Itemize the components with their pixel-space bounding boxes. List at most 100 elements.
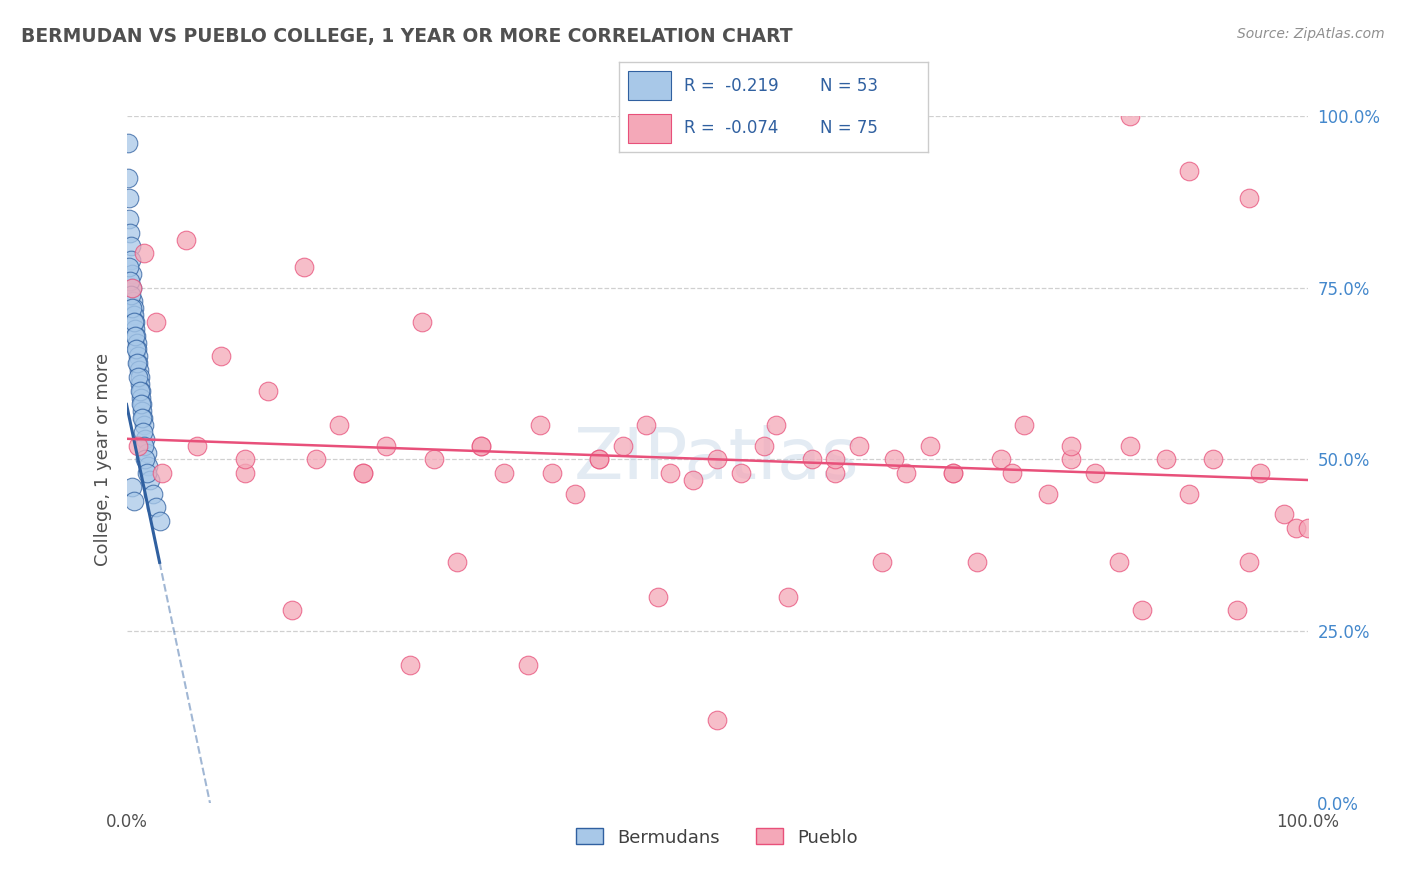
Point (990, 452, 1012, 467)
Point (754, 439, 776, 453)
Point (122, 315, 145, 329)
Point (125, 343, 148, 357)
Text: Source: ZipAtlas.com: Source: ZipAtlas.com (1237, 27, 1385, 41)
Point (145, 500, 167, 515)
Point (186, 439, 208, 453)
Point (636, 417, 658, 433)
Point (131, 411, 153, 425)
Point (127, 350, 149, 364)
Point (145, 315, 167, 329)
Point (281, 603, 304, 617)
Point (658, 466, 681, 480)
Point (470, 439, 492, 453)
Point (233, 466, 256, 480)
Point (120, 274, 142, 288)
Point (1084, 466, 1107, 480)
Point (135, 466, 157, 480)
Point (121, 301, 143, 316)
Point (966, 555, 988, 570)
Point (124, 322, 146, 336)
Point (120, 287, 142, 301)
Point (127, 356, 149, 370)
Point (942, 466, 965, 480)
Point (422, 452, 444, 467)
Point (1202, 452, 1225, 467)
Text: R =  -0.219: R = -0.219 (683, 77, 779, 95)
Point (150, 466, 173, 480)
Point (1237, 555, 1260, 570)
Point (132, 411, 155, 425)
Point (1249, 466, 1271, 480)
Point (1154, 452, 1177, 467)
Point (121, 480, 143, 494)
Point (128, 363, 150, 377)
Point (776, 590, 799, 604)
Point (122, 308, 145, 322)
Point (647, 590, 669, 604)
Point (1296, 521, 1319, 535)
Point (134, 246, 156, 260)
Point (1060, 452, 1083, 467)
Point (1226, 603, 1249, 617)
Point (117, 136, 139, 151)
Point (209, 350, 232, 364)
Point (134, 439, 156, 453)
Point (129, 397, 152, 411)
Point (127, 370, 149, 384)
Point (1001, 466, 1024, 480)
Point (1060, 439, 1083, 453)
Point (129, 391, 153, 405)
Point (125, 328, 148, 343)
Point (1272, 508, 1295, 522)
Point (135, 445, 157, 459)
Point (529, 417, 551, 433)
Point (375, 439, 398, 453)
Point (411, 315, 433, 329)
Point (824, 452, 846, 467)
Text: BERMUDAN VS PUEBLO COLLEGE, 1 YEAR OR MORE CORRELATION CHART: BERMUDAN VS PUEBLO COLLEGE, 1 YEAR OR MO… (21, 27, 793, 45)
Point (122, 301, 145, 316)
Point (470, 439, 492, 453)
Point (1285, 521, 1308, 535)
Bar (628, 71, 671, 100)
Point (1036, 487, 1059, 501)
Point (446, 555, 468, 570)
Point (1178, 487, 1201, 501)
Point (134, 452, 156, 467)
Point (918, 439, 941, 453)
Point (540, 466, 562, 480)
Text: R =  -0.074: R = -0.074 (683, 120, 778, 137)
Point (121, 281, 143, 295)
Point (233, 452, 256, 467)
Point (872, 555, 894, 570)
Point (122, 294, 145, 309)
Point (129, 384, 152, 398)
Text: ZIPatlas: ZIPatlas (574, 425, 860, 494)
Y-axis label: College, 1 year or more: College, 1 year or more (94, 353, 112, 566)
Point (131, 397, 153, 411)
Point (257, 384, 280, 398)
Point (1237, 191, 1260, 205)
Point (139, 473, 162, 487)
Point (131, 404, 153, 418)
Point (136, 459, 159, 474)
Point (328, 417, 350, 433)
Point (824, 466, 846, 480)
Text: N = 53: N = 53 (820, 77, 877, 95)
Point (141, 487, 163, 501)
Point (730, 466, 752, 480)
Point (127, 439, 149, 453)
Point (682, 473, 704, 487)
Point (352, 466, 374, 480)
Text: N = 75: N = 75 (820, 120, 877, 137)
Point (883, 452, 905, 467)
Point (128, 370, 150, 384)
Point (1119, 439, 1142, 453)
Point (399, 658, 422, 673)
Point (706, 452, 728, 467)
Point (848, 439, 870, 453)
Point (1178, 164, 1201, 178)
Point (134, 432, 156, 446)
Point (588, 452, 610, 467)
Point (121, 267, 143, 281)
